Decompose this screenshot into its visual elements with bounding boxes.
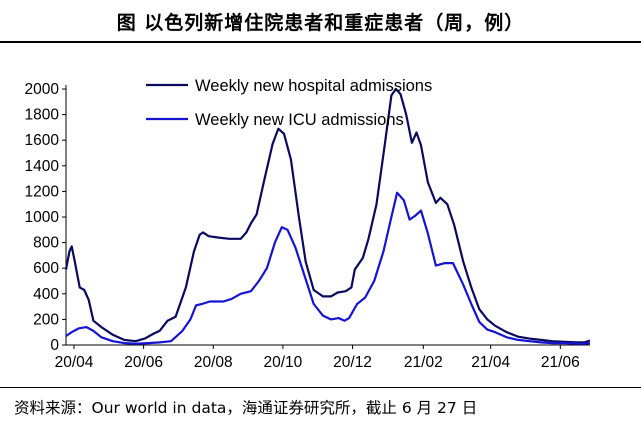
title-bar: 图 以色列新增住院患者和重症患者（周，例） <box>0 0 641 40</box>
y-tick-label: 1600 <box>25 132 60 149</box>
source-bar: 资料来源：Our world in data，海通证券研究所，截止 6 月 27… <box>0 392 641 418</box>
x-tick-label: 20/06 <box>124 354 163 371</box>
x-tick-label: 20/12 <box>333 354 372 371</box>
y-tick-label: 600 <box>33 260 59 277</box>
legend-label-icu: Weekly new ICU admissions <box>195 111 404 129</box>
y-tick-label: 1200 <box>25 183 60 200</box>
x-tick-label: 21/06 <box>541 354 580 371</box>
figure-title: 图 以色列新增住院患者和重症患者（周，例） <box>116 12 525 34</box>
source-divider <box>0 387 641 388</box>
y-tick-label: 400 <box>33 286 59 303</box>
y-tick-label: 0 <box>50 337 59 354</box>
x-tick-label: 20/10 <box>264 354 303 371</box>
y-tick-label: 1000 <box>25 209 60 226</box>
title-divider <box>0 41 641 43</box>
x-tick-label: 20/04 <box>55 354 94 371</box>
source-note: 资料来源：Our world in data，海通证券研究所，截止 6 月 27… <box>14 399 478 417</box>
x-tick-label: 21/02 <box>404 354 443 371</box>
line-chart: 0 200 400 600 800 1000 1200 1400 1600 1800 2000 20/… <box>25 77 591 371</box>
series-line-icu <box>65 191 591 345</box>
legend-label-hospital: Weekly new hospital admissions <box>195 77 432 95</box>
y-tick-label: 1400 <box>25 158 60 175</box>
y-tick-label: 200 <box>33 311 59 328</box>
y-tick-label: 800 <box>33 235 59 252</box>
x-tick-label: 21/04 <box>471 354 510 371</box>
y-tick-label: 2000 <box>25 81 60 98</box>
y-tick-label: 1800 <box>25 107 60 124</box>
series-line-hospital <box>64 87 591 344</box>
x-tick-label: 20/08 <box>194 354 233 371</box>
